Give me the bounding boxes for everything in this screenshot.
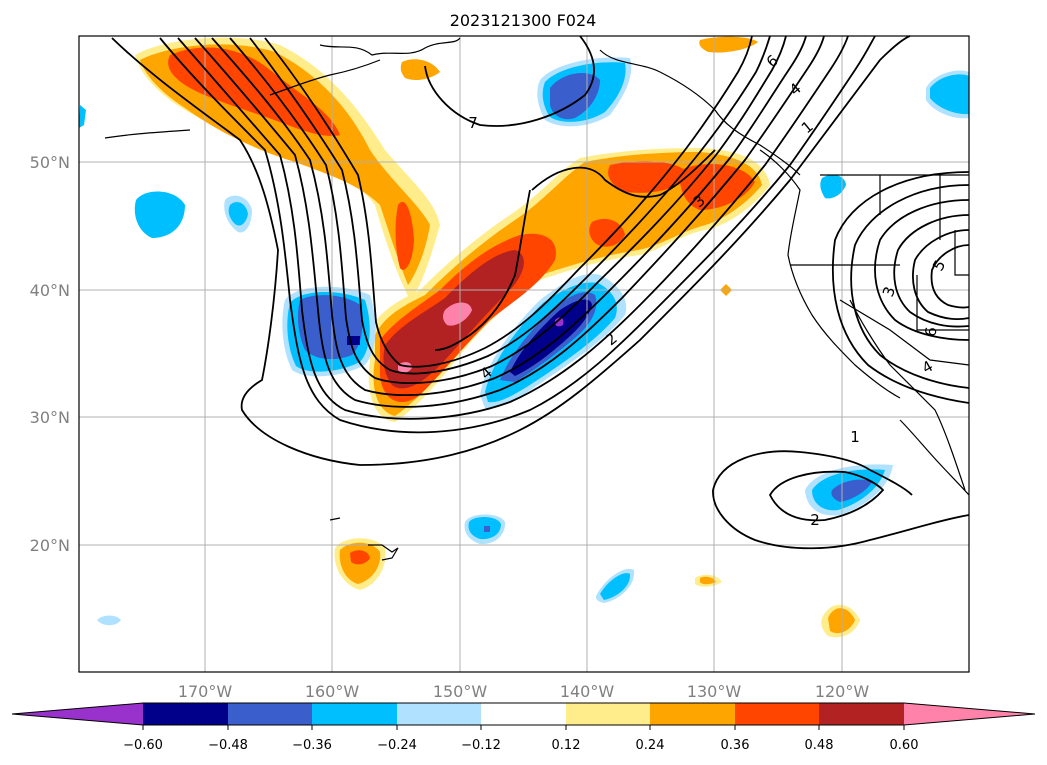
positive-anomaly-region [442,302,472,326]
colorbar-tick-label: −0.12 [461,738,501,753]
colorbar-bin [397,703,481,725]
negative-anomaly-region [484,526,490,532]
latitude-labels: 50°N 40°N 30°N 20°N [30,153,70,555]
lat-label: 20°N [30,536,70,555]
lon-label: 160°W [305,682,360,701]
colorbar-ticks [142,725,905,730]
negative-anomaly-region [820,174,846,199]
negative-anomaly-region [97,615,121,626]
map-panel: 7 6 4 1 3 4 2 1 2 3 5 6 4 [78,35,970,673]
shaded-field-layer [79,36,969,638]
contour-label: 6 [921,326,940,339]
lon-label: 170°W [178,682,233,701]
contour-label: 7 [468,114,478,132]
positive-anomaly-region [168,47,340,136]
colorbar-tick-label: −0.36 [292,738,332,753]
colorbar-bin [650,703,735,725]
lat-label: 40°N [30,281,70,300]
negative-anomaly-region [600,573,631,600]
negative-anomaly-region [510,299,592,376]
map-frame [78,35,970,673]
colorbar-tick-label: 0.36 [721,738,750,753]
colorbar-tick-label: 0.12 [552,738,581,753]
positive-anomaly-region [350,550,370,565]
positive-anomaly-region [589,218,625,247]
colorbar-extend-low [12,703,143,725]
positive-anomaly-region [395,201,414,270]
colorbar-bin [228,703,312,725]
lon-label: 130°W [687,682,742,701]
colorbar-bin [143,703,228,725]
lon-label: 140°W [560,682,615,701]
longitude-labels: 170°W 160°W 150°W 140°W 130°W 120°W [178,682,870,701]
colorbar-bin [735,703,819,725]
graticule [79,36,969,672]
positive-anomaly-region [700,576,716,585]
colorbar-tick-label: 0.48 [805,738,834,753]
negative-anomaly-region [554,317,564,327]
positive-anomaly-region [140,44,430,286]
contour-lines [111,35,970,550]
colorbar-bin [566,703,650,725]
colorbar-tick-label: 0.60 [890,738,919,753]
colorbar-tick-label: 0.24 [636,738,665,753]
lat-label: 30°N [30,408,70,427]
negative-anomaly-region [930,74,969,115]
colorbar-tick-label: −0.48 [208,738,248,753]
contour-label: 2 [810,511,820,529]
colorbar-extend-high [904,703,1035,725]
negative-anomaly-region [79,105,86,128]
colorbar-bin [312,703,397,725]
negative-anomaly-region [134,191,185,238]
colorbar: −0.60 −0.48 −0.36 −0.24 −0.12 0.12 0.24 … [11,702,1036,753]
colorbar-bin [481,703,566,725]
contour-label: 1 [850,428,860,446]
lon-label: 120°W [815,682,870,701]
colorbar-bin [819,703,904,725]
colorbar-tick-label: −0.24 [377,738,417,753]
negative-anomaly-region [228,202,248,226]
colorbar-tick-label: −0.60 [123,738,163,753]
lat-label: 50°N [30,153,70,172]
figure-title: 2023121300 F024 [450,11,597,30]
positive-anomaly-region [373,152,762,416]
positive-anomaly-region [400,59,440,80]
lon-label: 150°W [433,682,488,701]
